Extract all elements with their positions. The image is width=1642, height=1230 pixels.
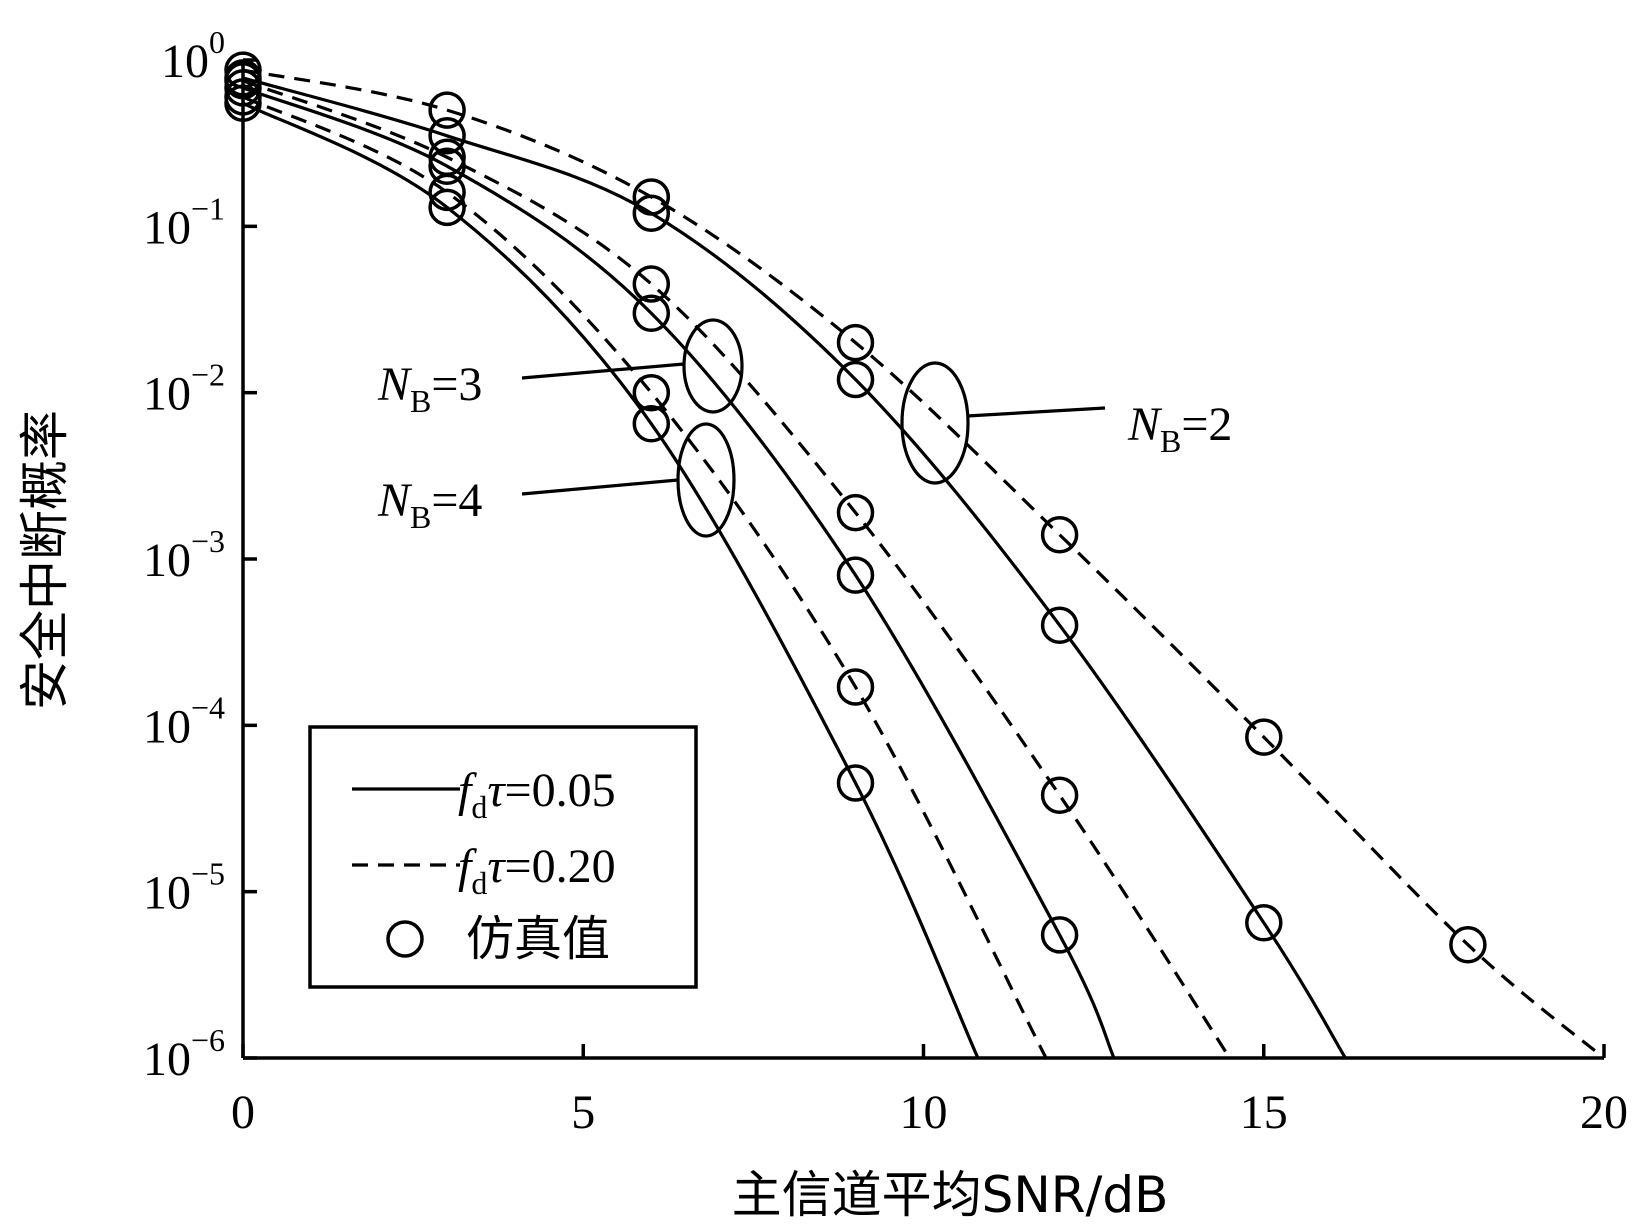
annotation-nb2: NB=2	[900, 361, 1232, 485]
legend-solid-label: fdτ=0.05	[458, 764, 616, 825]
legend-marker-label: 仿真值	[466, 911, 610, 967]
annotation-nb3-label: NB=3	[377, 358, 482, 419]
simulation-point-17	[632, 405, 671, 443]
simulation-point-20	[836, 493, 875, 532]
legend-marker-swatch	[386, 920, 424, 958]
simulation-point-23	[836, 764, 875, 802]
y-tick-label-3: 10−3	[143, 523, 225, 587]
series-2-solid-line	[242, 86, 1116, 1059]
simulation-point-18	[836, 323, 875, 362]
simulation-point-10	[428, 173, 466, 212]
y-tick-label-6: 10−6	[143, 1022, 225, 1086]
x-tick-label-5: 5	[571, 1086, 595, 1139]
annotation-nb4-ellipse	[676, 422, 736, 538]
simulation-point-7	[428, 117, 466, 155]
curves-layer	[242, 68, 1606, 1060]
x-axis-title: 主信道平均SNR/dB	[732, 1166, 1169, 1224]
y-tick-label-4: 10−4	[143, 689, 225, 753]
x-tick-label-20: 20	[1580, 1086, 1628, 1139]
annotation-nb3-ellipse	[682, 318, 744, 414]
annotation-nb4-label: NB=4	[377, 474, 482, 535]
annotation-nb4-leader	[521, 478, 679, 496]
y-tick-label-2: 10−2	[143, 357, 225, 421]
simulation-point-22	[836, 668, 875, 706]
y-axis-title: 安全中断概率	[16, 410, 74, 710]
simulation-point-27	[1040, 916, 1079, 954]
series-3-dashed-line	[242, 79, 1232, 1059]
legend-box	[308, 725, 698, 989]
simulation-point-11	[428, 188, 466, 227]
simulation-point-19	[836, 360, 875, 399]
y-ticks: 100 10−1 10−2 10−3 10−4 10−5 10−6	[143, 24, 257, 1086]
legend: fdτ=0.05 fdτ=0.20 仿真值	[308, 725, 698, 989]
simulation-point-29	[1245, 904, 1283, 942]
annotation-nb3-leader	[521, 362, 685, 380]
simulation-point-21	[836, 556, 875, 594]
series-1-dashed-line	[242, 68, 1606, 1060]
simulation-point-14	[632, 265, 671, 303]
x-tick-label-0: 0	[231, 1086, 255, 1139]
simulation-point-30	[1449, 925, 1487, 964]
simulation-point-9	[428, 147, 466, 185]
simulation-point-6	[428, 91, 466, 129]
series-4-solid-line	[242, 101, 980, 1059]
simulation-point-24	[1040, 515, 1079, 554]
x-ticks: 0 5 10 15 20	[231, 1044, 1628, 1139]
simulation-point-28	[1245, 718, 1283, 756]
annotation-nb4: NB=4	[377, 422, 736, 538]
simulation-point-12	[632, 178, 671, 216]
annotation-nb2-label: NB=2	[1127, 398, 1232, 459]
y-tick-label-5: 10−5	[143, 856, 225, 920]
simulation-point-16	[632, 373, 671, 412]
simulation-point-26	[1040, 776, 1079, 814]
y-tick-label-0: 100	[161, 24, 225, 88]
simulation-point-15	[632, 294, 671, 333]
series-5-dashed-line	[242, 95, 1048, 1059]
y-tick-label-1: 10−1	[143, 190, 225, 254]
annotation-nb2-ellipse	[900, 361, 970, 485]
simulation-point-13	[632, 194, 671, 232]
x-tick-label-10: 10	[900, 1086, 948, 1139]
annotation-nb2-leader	[966, 406, 1106, 418]
x-tick-label-15: 15	[1240, 1086, 1288, 1139]
annotation-nb3: NB=3	[377, 318, 744, 419]
simulation-point-25	[1040, 606, 1079, 644]
